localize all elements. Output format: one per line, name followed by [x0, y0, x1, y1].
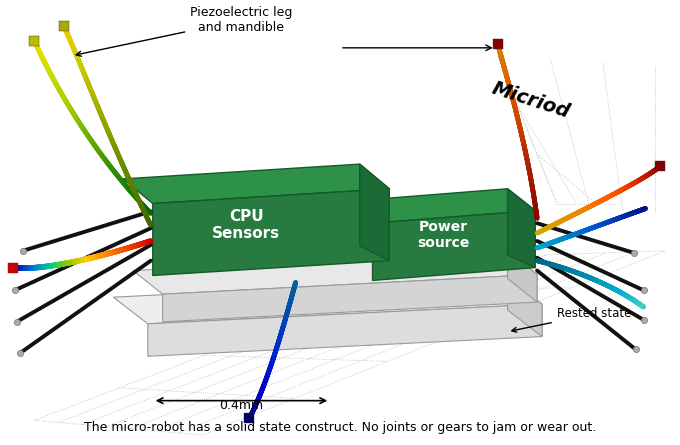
- Text: CPU
Sensors: CPU Sensors: [212, 209, 280, 242]
- Polygon shape: [123, 164, 389, 203]
- Text: The micro-robot has a solid state construct. No joints or gears to jam or wear o: The micro-robot has a solid state constr…: [84, 421, 596, 434]
- Text: Micriod: Micriod: [490, 78, 573, 121]
- Text: Rested state: Rested state: [512, 307, 631, 332]
- Polygon shape: [133, 251, 537, 294]
- Polygon shape: [153, 189, 389, 275]
- Text: Piezoelectric leg
and mandible: Piezoelectric leg and mandible: [76, 6, 292, 56]
- Polygon shape: [507, 251, 537, 302]
- Text: Power
source: Power source: [418, 220, 470, 250]
- Polygon shape: [373, 210, 535, 280]
- Polygon shape: [148, 304, 542, 356]
- Polygon shape: [507, 189, 535, 267]
- Polygon shape: [360, 164, 389, 261]
- Polygon shape: [163, 275, 537, 322]
- Polygon shape: [345, 189, 535, 223]
- Text: 0.4mm: 0.4mm: [220, 399, 264, 412]
- Polygon shape: [507, 278, 542, 336]
- Polygon shape: [114, 278, 542, 324]
